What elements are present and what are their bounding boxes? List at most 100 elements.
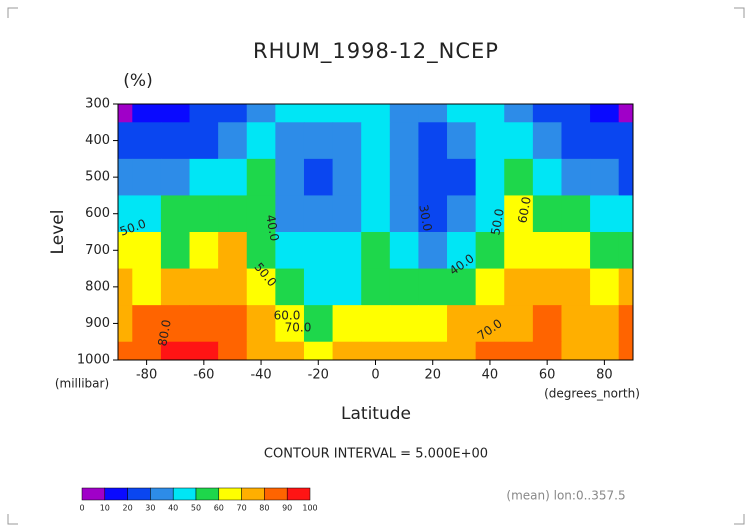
field-cell [561, 158, 591, 196]
field-cell [418, 104, 448, 123]
field-cell [303, 158, 334, 196]
field-cell [118, 158, 133, 196]
colorbar-swatch [172, 487, 197, 501]
x-tick-label: -60 [193, 368, 214, 383]
field-cell [447, 104, 477, 123]
field-cell [504, 195, 534, 233]
field-cell [218, 232, 248, 270]
field-cell [590, 104, 620, 123]
field-cell [332, 122, 362, 160]
field-cell [532, 268, 562, 306]
colorbar-swatch [286, 487, 311, 501]
field-cell [118, 122, 133, 160]
contour-note: CONTOUR INTERVAL = 5.000E+00 [264, 447, 488, 462]
colorbar-swatch [81, 487, 106, 501]
field-cell [132, 158, 162, 196]
field-cell [218, 305, 248, 343]
field-cell [218, 104, 248, 123]
field-cell [590, 305, 620, 343]
field-cell [275, 232, 305, 270]
field-cell [532, 158, 562, 196]
field-cell [160, 341, 191, 361]
field-cell [504, 305, 534, 343]
field-cell [303, 195, 334, 233]
field-cell [303, 268, 334, 306]
units: (%) [123, 71, 152, 91]
field [118, 104, 634, 361]
x-tick-label: 40 [482, 368, 499, 383]
field-cell [132, 232, 162, 270]
colorbar-label: 40 [168, 504, 178, 513]
y-tick-label: 500 [85, 170, 110, 185]
field-cell [418, 158, 448, 196]
field-cell [389, 158, 419, 196]
field-cell [447, 158, 477, 196]
field-cell [389, 341, 419, 361]
field-cell [303, 104, 334, 123]
field-cell [590, 158, 620, 196]
field-cell [418, 268, 448, 306]
y-axis-label: Level [48, 210, 68, 255]
field-cell [332, 104, 362, 123]
colorbar-label: 50 [191, 504, 201, 513]
field-cell [504, 341, 534, 361]
field-cell [246, 305, 276, 343]
field-cell [361, 305, 391, 343]
field-cell [475, 232, 505, 270]
field-cell [132, 195, 162, 233]
field-cell [618, 232, 634, 270]
field-cell [189, 195, 219, 233]
field-cell [504, 158, 534, 196]
colorbar-swatch [150, 487, 174, 501]
colorbar-swatch [241, 487, 265, 501]
field-cell [246, 158, 276, 196]
field-cell [132, 341, 162, 361]
field-cell [475, 158, 505, 196]
field-cell [389, 122, 419, 160]
y-tick-label: 600 [85, 206, 110, 221]
contour-label: 60.0 [515, 196, 533, 225]
field-cell [447, 268, 477, 306]
y-unit: (millibar) [55, 377, 109, 391]
field-cell [590, 268, 620, 306]
field-cell [418, 232, 448, 270]
field-cell [532, 232, 562, 270]
field-cell [475, 305, 505, 343]
field-cell [189, 232, 219, 270]
field-cell [361, 104, 391, 123]
x-tick-label: 20 [424, 368, 441, 383]
field-cell [590, 195, 620, 233]
field-cell [447, 122, 477, 160]
field-cell [189, 104, 219, 123]
field-cell [418, 341, 448, 361]
field-cell [118, 268, 133, 306]
field-cell [246, 195, 276, 233]
field-cell [618, 158, 634, 196]
field-cell [160, 122, 191, 160]
field-cell [389, 195, 419, 233]
field-cell [189, 122, 219, 160]
colorbar-label: 60 [214, 504, 224, 513]
field-cell [561, 195, 591, 233]
field-cell [160, 305, 191, 343]
field-cell [532, 104, 562, 123]
field-cell [618, 122, 634, 160]
x-tick-label: 60 [539, 368, 556, 383]
field-cell [590, 232, 620, 270]
field-cell [389, 104, 419, 123]
x-tick-label: 80 [596, 368, 613, 383]
field-cell [561, 305, 591, 343]
field-cell [361, 341, 391, 361]
field-cell [332, 268, 362, 306]
field-cell [475, 268, 505, 306]
field-cell [447, 305, 477, 343]
x-unit: (degrees_north) [544, 387, 640, 401]
field-cell [132, 268, 162, 306]
contour-label: 70.0 [285, 321, 312, 335]
field-cell [561, 104, 591, 123]
field-cell [361, 232, 391, 270]
field-cell [275, 122, 305, 160]
contour-label: 80.0 [155, 319, 173, 348]
field-cell [160, 158, 191, 196]
